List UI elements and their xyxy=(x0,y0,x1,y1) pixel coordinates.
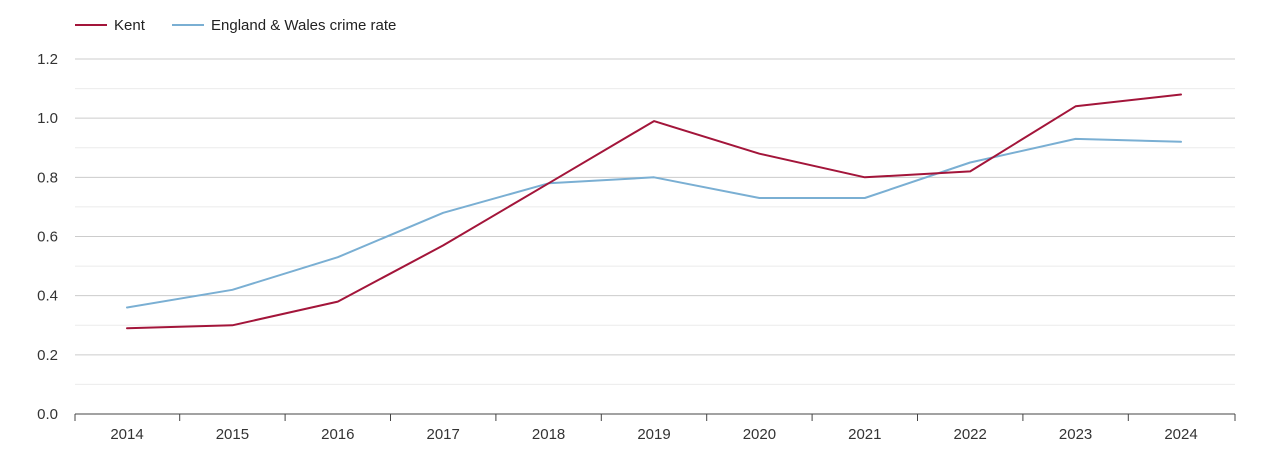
series-line-kent xyxy=(126,93,1182,330)
x-tick-label: 2021 xyxy=(848,426,881,443)
y-tick-label: 0.6 xyxy=(37,229,58,246)
y-tick-label: 1.0 xyxy=(37,110,58,127)
x-tick-label: 2023 xyxy=(1059,426,1092,443)
x-tick-label: 2014 xyxy=(110,426,143,443)
x-tick-label: 2024 xyxy=(1164,426,1197,443)
x-tick-label: 2018 xyxy=(532,426,565,443)
legend: Kent England & Wales crime rate xyxy=(75,17,396,34)
x-tick-label: 2019 xyxy=(637,426,670,443)
y-tick-label: 1.2 xyxy=(37,51,58,68)
legend-label: England & Wales crime rate xyxy=(211,17,396,34)
y-tick-label: 0.8 xyxy=(37,169,58,186)
axis-layer: 0.0 0.2 0.4 0.6 0.8 1.0 1.2 2014 2015 2016 2017 201… xyxy=(37,51,1236,443)
y-tick-label: 0.2 xyxy=(37,347,58,364)
legend-label: Kent xyxy=(114,17,146,34)
y-tick-label: 0.4 xyxy=(37,288,58,305)
grid-layer xyxy=(75,58,1235,385)
series-line-england-wales xyxy=(126,137,1182,309)
series-layer xyxy=(126,93,1182,330)
x-tick-label: 2020 xyxy=(743,426,776,443)
y-tick-label: 0.0 xyxy=(37,406,58,423)
x-tick-label: 2016 xyxy=(321,426,354,443)
x-tick-label: 2017 xyxy=(427,426,460,443)
x-tick-label: 2015 xyxy=(216,426,249,443)
x-tick-label: 2022 xyxy=(954,426,987,443)
